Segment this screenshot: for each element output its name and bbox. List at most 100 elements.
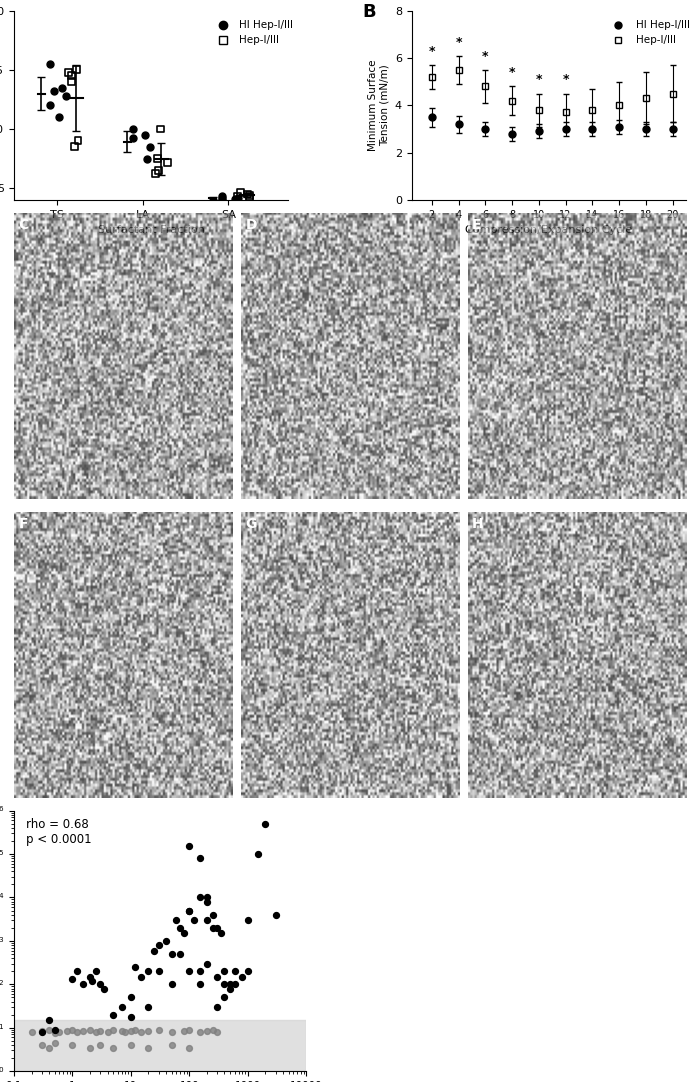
Point: [194, 976, 205, 993]
Point: [53, 108, 64, 126]
Point: [202, 1022, 213, 1040]
Text: D: D: [245, 219, 257, 233]
Point: [237, 968, 248, 986]
Point: [26, 1024, 37, 1041]
Point: [43, 1039, 55, 1056]
Text: *: *: [536, 74, 542, 87]
Point: [85, 1021, 96, 1039]
Point: [244, 189, 255, 207]
Point: [102, 1024, 113, 1041]
Text: E: E: [473, 219, 482, 233]
Point: [244, 186, 255, 203]
Point: [94, 1037, 106, 1054]
Point: [183, 902, 195, 920]
Text: *: *: [482, 50, 489, 63]
Text: G: G: [245, 517, 257, 531]
Point: [219, 963, 230, 980]
Point: [202, 911, 213, 928]
Point: [194, 849, 205, 867]
Point: [56, 79, 67, 96]
Point: [207, 919, 218, 936]
Point: [54, 1024, 65, 1041]
Point: [77, 976, 88, 993]
Point: [85, 968, 96, 986]
Point: [66, 1037, 78, 1054]
Point: [49, 1021, 60, 1039]
Point: [71, 1024, 83, 1041]
Point: [143, 1022, 154, 1040]
Point: [90, 1024, 101, 1041]
Point: [225, 980, 236, 998]
Point: [120, 1024, 131, 1041]
Point: [143, 999, 154, 1016]
Point: [166, 946, 177, 963]
Point: [166, 1024, 177, 1041]
Point: [130, 1021, 141, 1039]
Point: [202, 955, 213, 973]
Point: [175, 946, 186, 963]
Point: [153, 161, 164, 179]
Point: [125, 1037, 136, 1054]
Point: [162, 154, 173, 171]
Point: [175, 919, 186, 936]
Point: [144, 138, 155, 156]
Point: [160, 933, 172, 950]
Point: [143, 963, 154, 980]
Point: [125, 1008, 136, 1026]
Point: [43, 1021, 55, 1039]
Point: [136, 968, 147, 986]
Point: [178, 1022, 189, 1040]
Point: [66, 74, 77, 91]
Point: [241, 185, 253, 202]
Point: [232, 189, 244, 207]
Point: [139, 127, 150, 144]
Point: [77, 1022, 88, 1040]
Point: [155, 120, 166, 137]
Point: [202, 888, 213, 906]
Point: [183, 837, 195, 855]
Point: [130, 959, 141, 976]
Point: [60, 88, 71, 105]
Text: F: F: [18, 517, 28, 531]
Point: [128, 130, 139, 147]
Point: [166, 1037, 177, 1054]
Point: [178, 924, 189, 941]
Point: [211, 1024, 223, 1041]
Point: [194, 888, 205, 906]
Point: [242, 911, 253, 928]
Point: [125, 1022, 136, 1040]
Point: [141, 150, 153, 168]
X-axis label: Surfactant Fraction: Surfactant Fraction: [98, 225, 204, 235]
Point: [36, 1037, 48, 1054]
Text: H: H: [473, 517, 484, 531]
Point: [108, 1039, 119, 1056]
Point: [207, 1021, 218, 1039]
Point: [61, 1022, 72, 1040]
Point: [153, 936, 164, 953]
Point: [116, 999, 127, 1016]
Point: [234, 184, 246, 201]
Point: [211, 919, 223, 936]
Point: [166, 976, 177, 993]
Point: [63, 64, 74, 81]
Point: [183, 963, 195, 980]
Point: [108, 1021, 119, 1039]
Point: [219, 976, 230, 993]
Point: [183, 902, 195, 920]
Point: [229, 976, 240, 993]
Point: [94, 976, 106, 993]
X-axis label: Compression/Expansion Cycle: Compression/Expansion Cycle: [466, 225, 633, 235]
Text: *: *: [509, 66, 515, 79]
Point: [43, 1012, 55, 1029]
Legend: HI Hep-I/III, Hep-I/III: HI Hep-I/III, Hep-I/III: [209, 16, 297, 50]
Point: [69, 138, 80, 156]
Point: [183, 1039, 195, 1056]
Point: [148, 941, 160, 959]
Point: [49, 82, 60, 100]
Legend: HI Hep-I/III, Hep-I/III: HI Hep-I/III, Hep-I/III: [603, 16, 694, 50]
Text: *: *: [562, 74, 569, 87]
Point: [260, 815, 271, 832]
Point: [66, 67, 77, 84]
Text: *: *: [455, 36, 462, 49]
Point: [217, 187, 228, 204]
